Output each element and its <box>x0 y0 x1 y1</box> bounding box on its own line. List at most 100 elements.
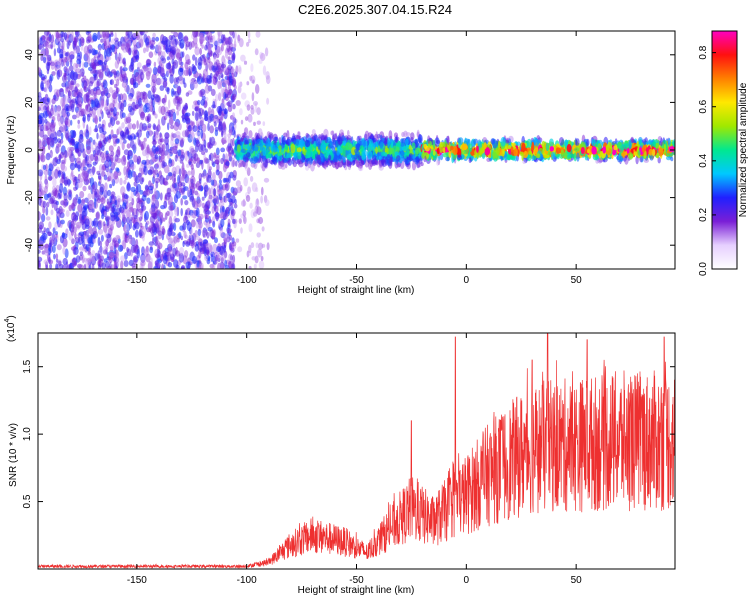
heatmap-cell <box>124 85 130 93</box>
heatmap-cell <box>53 237 58 247</box>
heatmap-cell <box>121 239 126 247</box>
heatmap-cell <box>410 132 415 141</box>
heatmap-cell <box>243 60 248 65</box>
heatmap-cell <box>261 226 265 232</box>
heatmap-cell <box>389 156 393 165</box>
heatmap-cell <box>90 99 94 108</box>
heatmap-cell <box>162 255 168 265</box>
heatmap-cell <box>75 68 81 73</box>
heatmap-cell <box>41 137 48 145</box>
heatmap-cell <box>145 83 151 88</box>
heatmap-cell <box>221 82 226 88</box>
heatmap-cell <box>246 41 250 47</box>
heatmap-cell <box>162 217 166 222</box>
heatmap-cell <box>145 253 151 263</box>
heatmap-cell <box>47 105 50 115</box>
heatmap-cell <box>206 31 213 40</box>
heatmap-cell <box>80 234 84 242</box>
heatmap-cell <box>415 155 420 164</box>
heatmap-cell <box>176 105 179 110</box>
heatmap-cell <box>183 230 187 239</box>
heatmap-cell <box>133 44 138 55</box>
heatmap-cell <box>375 146 378 154</box>
heatmap-cell <box>61 97 66 107</box>
heatmap-cell <box>90 69 93 74</box>
heatmap-cell <box>115 234 121 240</box>
heatmap-cell <box>220 147 226 153</box>
heatmap-cell <box>82 117 85 122</box>
heatmap-cell <box>45 152 51 161</box>
heatmap-cell <box>155 253 160 259</box>
heatmap-cell <box>77 173 81 181</box>
heatmap-cell <box>196 158 200 164</box>
heatmap-cell <box>212 65 217 73</box>
heatmap-cell <box>115 78 120 87</box>
heatmap-cell <box>38 211 41 221</box>
heatmap-cell <box>119 136 123 145</box>
heatmap-cell <box>250 63 254 73</box>
heatmap-cell <box>246 81 250 86</box>
heatmap-cell <box>227 133 232 138</box>
heatmap-cell <box>137 172 142 178</box>
heatmap-cell <box>38 106 42 112</box>
heatmap-cell <box>100 90 105 97</box>
heatmap-cell <box>122 67 128 72</box>
heatmap-cell <box>141 159 147 165</box>
heatmap-cell <box>167 245 172 255</box>
heatmap-cell <box>155 146 159 152</box>
heatmap-cell <box>98 47 102 52</box>
heatmap-cell <box>170 39 176 46</box>
heatmap-cell <box>225 182 230 192</box>
heatmap-cell <box>69 172 74 181</box>
heatmap-cell <box>226 44 230 49</box>
heatmap-cell <box>76 54 81 61</box>
heatmap-cell <box>47 175 53 181</box>
heatmap-cell <box>418 134 423 144</box>
heatmap-cell <box>141 261 145 269</box>
heatmap-cell <box>110 31 114 36</box>
heatmap-cell <box>326 136 332 144</box>
heatmap-cell <box>119 204 122 213</box>
heatmap-cell <box>281 135 286 145</box>
heatmap-cell <box>227 174 231 184</box>
heatmap-cell <box>76 224 80 231</box>
heatmap-cell <box>178 123 182 131</box>
heatmap-cell <box>98 59 103 66</box>
heatmap-cell <box>227 145 234 155</box>
heatmap-cell <box>64 67 70 72</box>
heatmap-cell <box>123 179 127 185</box>
heatmap-cell <box>155 240 161 248</box>
heatmap-cell <box>173 84 179 89</box>
heatmap-cell <box>53 253 56 260</box>
heatmap-cell <box>140 106 144 112</box>
heatmap-cell <box>227 59 233 65</box>
heatmap-cell <box>246 145 251 151</box>
heatmap-cell <box>230 157 236 168</box>
heatmap-cell <box>62 232 65 237</box>
heatmap-cell <box>209 137 212 145</box>
heatmap-cell <box>339 147 343 154</box>
heatmap-cell <box>195 162 201 168</box>
heatmap-cell <box>159 67 165 77</box>
heatmap-cell <box>198 249 202 259</box>
heatmap-cell <box>154 199 160 209</box>
heatmap-cell <box>116 87 120 93</box>
heatmap-cell <box>137 80 141 86</box>
heatmap-cell <box>211 160 214 166</box>
heatmap-cell <box>200 32 204 38</box>
heatmap-cell <box>189 229 193 239</box>
heatmap-cell <box>251 92 255 102</box>
heatmap-cell <box>96 107 102 118</box>
heatmap-cell <box>145 70 151 77</box>
heatmap-cell <box>231 93 237 101</box>
heatmap-cell <box>79 129 84 137</box>
heatmap-cell <box>85 229 89 239</box>
heatmap-cell <box>334 141 339 148</box>
heatmap-cell <box>227 218 231 226</box>
heatmap-cell <box>302 146 306 152</box>
heatmap-cell <box>67 146 72 153</box>
heatmap-cell <box>188 161 192 166</box>
heatmap-cell <box>52 245 56 253</box>
heatmap-cell <box>232 254 236 264</box>
heatmap-cell <box>123 73 127 81</box>
